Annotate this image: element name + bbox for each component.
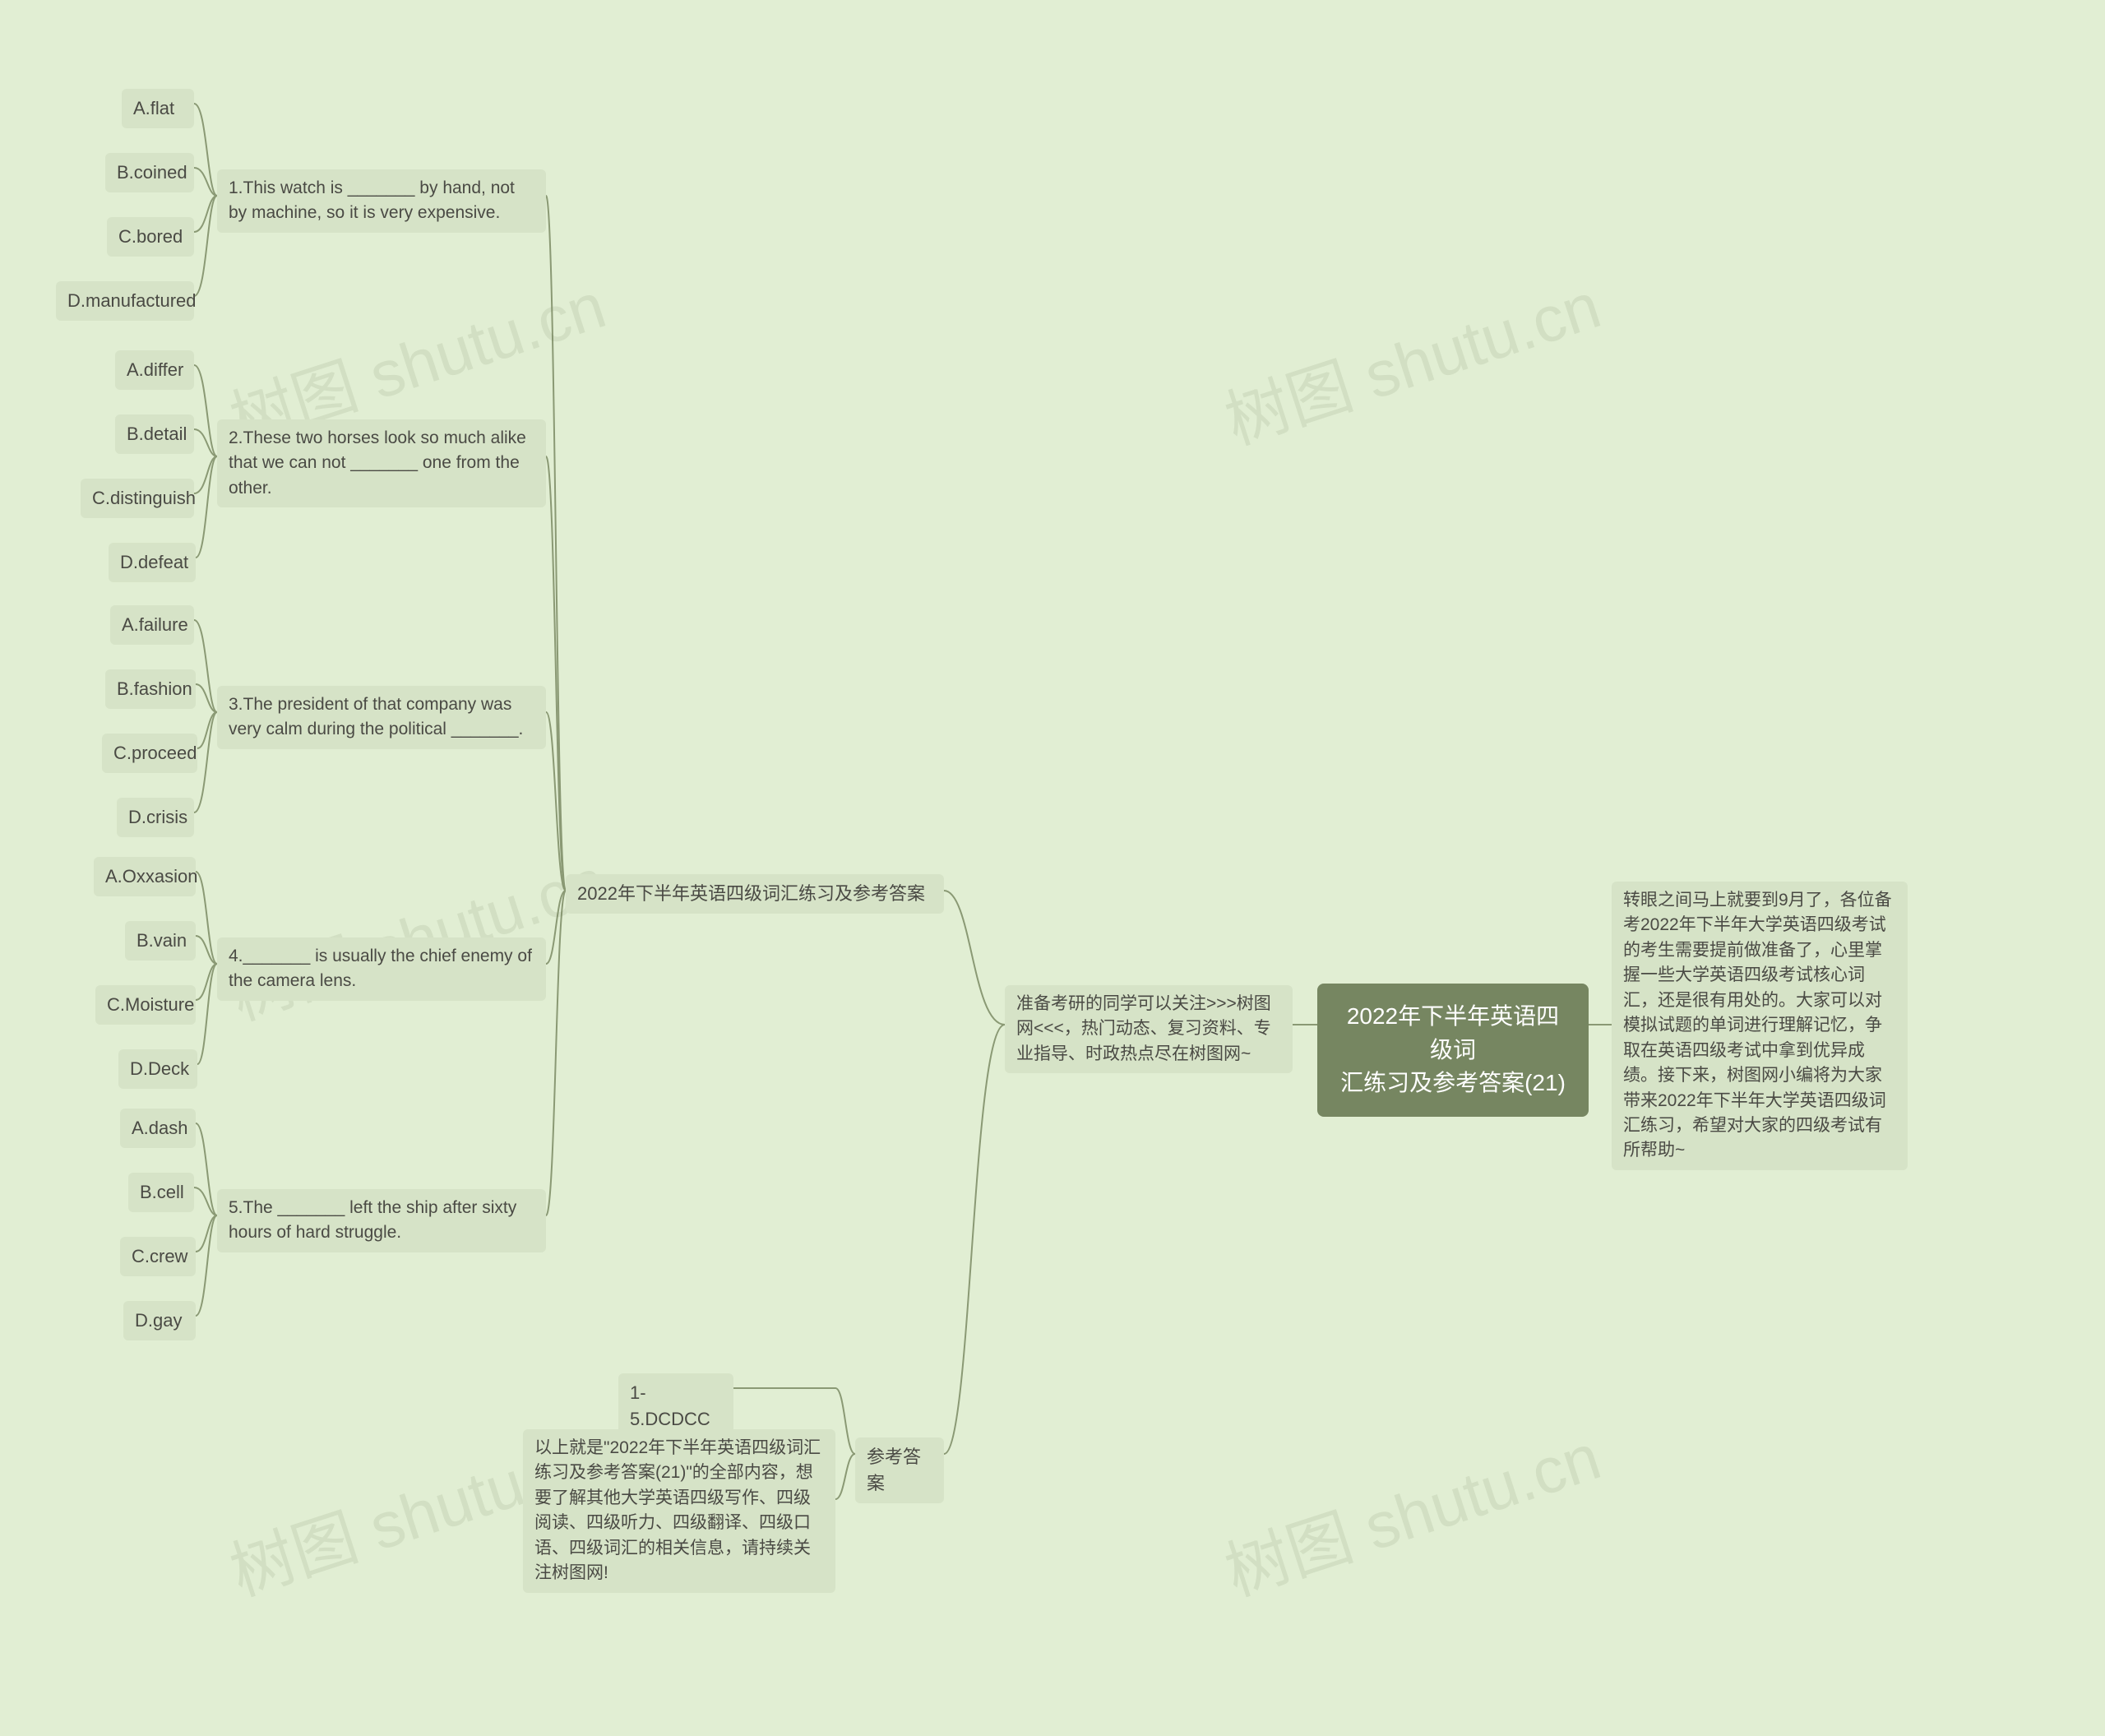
connector [194, 456, 217, 493]
question-text: 3.The president of that company was very… [229, 692, 534, 743]
node-answers[interactable]: 参考答案 [855, 1437, 944, 1503]
mindmap-root[interactable]: 2022年下半年英语四级词 汇练习及参考答案(21) [1317, 984, 1589, 1117]
connector [194, 196, 217, 232]
connector [196, 964, 217, 1000]
connector [194, 1187, 217, 1215]
root-text: 2022年下半年英语四级词 汇练习及参考答案(21) [1339, 1000, 1567, 1100]
connector [194, 365, 217, 456]
node-question[interactable]: 3.The president of that company was very… [217, 686, 546, 749]
option-label: B.vain [136, 928, 187, 954]
connector [546, 891, 566, 964]
question-text: 1.This watch is _______ by hand, not by … [229, 176, 534, 226]
option-label: D.defeat [120, 549, 188, 576]
connector [194, 168, 217, 196]
node-option[interactable]: A.flat [122, 89, 194, 128]
connector [196, 1215, 217, 1316]
node-option[interactable]: C.Moisture [95, 985, 196, 1025]
connector [196, 1123, 217, 1215]
node-option[interactable]: A.failure [110, 605, 194, 645]
connector [944, 891, 1005, 1025]
node-option[interactable]: C.proceed [102, 734, 197, 773]
option-label: C.proceed [113, 740, 197, 766]
node-option[interactable]: C.bored [107, 217, 194, 257]
connector-layer [0, 0, 2105, 1736]
connector [546, 712, 566, 891]
exercise-label: 2022年下半年英语四级词汇练习及参考答案 [577, 881, 925, 907]
connector [196, 684, 217, 712]
option-label: D.manufactured [67, 288, 197, 314]
option-label: A.differ [127, 357, 183, 383]
node-exercise[interactable]: 2022年下半年英语四级词汇练习及参考答案 [566, 874, 944, 914]
node-option[interactable]: D.crisis [117, 798, 194, 837]
option-label: A.dash [132, 1115, 188, 1141]
prep-text: 准备考研的同学可以关注>>>树图网<<<，热门动态、复习资料、专业指导、时政热点… [1016, 992, 1281, 1067]
option-label: B.fashion [117, 676, 192, 702]
node-option[interactable]: B.vain [125, 921, 196, 961]
node-question[interactable]: 5.The _______ left the ship after sixty … [217, 1189, 546, 1252]
intro-text: 转眼之间马上就要到9月了，各位备考2022年下半年大学英语四级考试的考生需要提前… [1623, 888, 1896, 1164]
node-question[interactable]: 2.These two horses look so much alike th… [217, 419, 546, 507]
connector [194, 104, 217, 196]
node-option[interactable]: B.cell [128, 1173, 194, 1212]
node-option[interactable]: A.Oxxasion [94, 857, 196, 896]
connector [546, 456, 566, 891]
node-option[interactable]: B.fashion [105, 669, 196, 709]
node-question[interactable]: 1.This watch is _______ by hand, not by … [217, 169, 546, 233]
node-option[interactable]: D.defeat [109, 543, 196, 582]
watermark-text: 树图 shutu.cn [217, 831, 615, 1039]
node-option[interactable]: A.dash [120, 1109, 196, 1148]
connector [194, 712, 217, 812]
option-label: C.crew [132, 1243, 187, 1270]
connector [546, 196, 566, 891]
option-label: C.Moisture [107, 992, 194, 1018]
answer-outro-text: 以上就是"2022年下半年英语四级词汇练习及参考答案(21)"的全部内容，想要了… [534, 1436, 824, 1586]
option-label: D.crisis [128, 804, 187, 831]
node-prep[interactable]: 准备考研的同学可以关注>>>树图网<<<，热门动态、复习资料、专业指导、时政热点… [1005, 985, 1293, 1073]
connector [194, 429, 217, 456]
option-label: A.Oxxasion [105, 863, 198, 890]
connector [944, 1025, 1005, 1454]
watermark-text: 树图 shutu.cn [1212, 1406, 1610, 1614]
option-label: D.gay [135, 1308, 182, 1334]
node-intro[interactable]: 转眼之间马上就要到9月了，各位备考2022年下半年大学英语四级考试的考生需要提前… [1612, 882, 1908, 1170]
question-text: 4._______ is usually the chief enemy of … [229, 944, 534, 994]
node-answer-outro[interactable]: 以上就是"2022年下半年英语四级词汇练习及参考答案(21)"的全部内容，想要了… [523, 1429, 835, 1593]
node-option[interactable]: D.Deck [118, 1049, 197, 1089]
answers-label: 参考答案 [867, 1444, 932, 1497]
question-text: 5.The _______ left the ship after sixty … [229, 1196, 534, 1246]
node-option[interactable]: C.distinguish [81, 479, 194, 518]
connector [196, 936, 217, 964]
connector [196, 872, 217, 964]
connector [194, 620, 217, 712]
watermark-text: 树图 shutu.cn [1212, 255, 1610, 463]
option-label: C.bored [118, 224, 183, 250]
node-option[interactable]: C.crew [120, 1237, 196, 1276]
node-option[interactable]: B.detail [115, 414, 194, 454]
connector [835, 1454, 855, 1499]
connector [196, 1215, 217, 1252]
node-option[interactable]: D.manufactured [56, 281, 194, 321]
option-label: B.coined [117, 160, 187, 186]
option-label: B.cell [140, 1179, 184, 1206]
option-label: A.failure [122, 612, 188, 638]
node-question[interactable]: 4._______ is usually the chief enemy of … [217, 937, 546, 1001]
answer-key-text: 1-5.DCDCC [630, 1380, 722, 1433]
option-label: C.distinguish [92, 485, 196, 512]
node-option[interactable]: A.differ [115, 350, 194, 390]
connector [546, 891, 566, 1215]
node-option[interactable]: D.gay [123, 1301, 196, 1340]
option-label: D.Deck [130, 1056, 189, 1082]
node-option[interactable]: B.coined [105, 153, 194, 192]
option-label: A.flat [133, 95, 174, 122]
question-text: 2.These two horses look so much alike th… [229, 426, 534, 501]
connector [197, 712, 217, 748]
connector [197, 964, 217, 1064]
option-label: B.detail [127, 421, 187, 447]
connector [196, 456, 217, 558]
connector [194, 196, 217, 296]
